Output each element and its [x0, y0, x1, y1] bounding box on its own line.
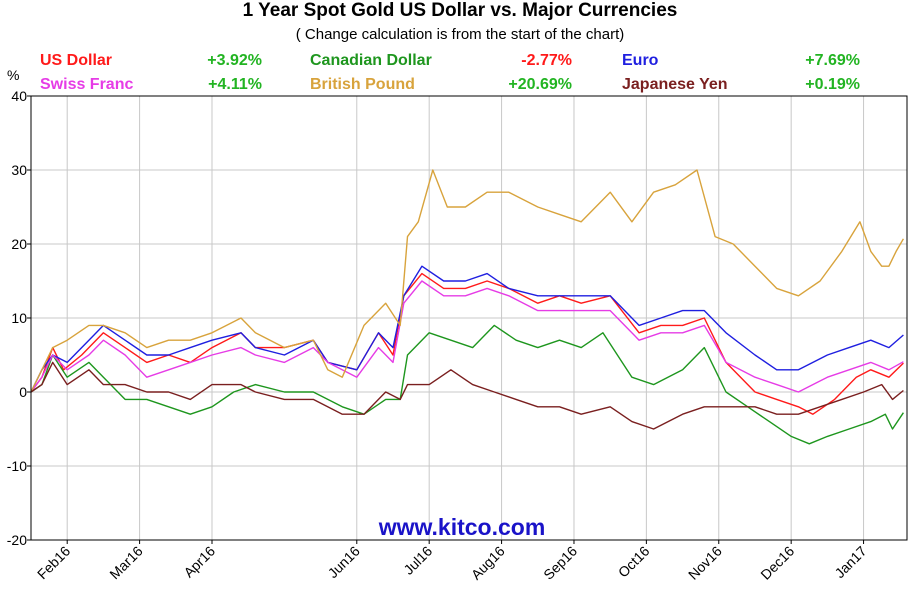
x-tick-label: Apr16	[180, 543, 218, 581]
plot-frame	[30, 95, 908, 541]
legend-name-british-pound: British Pound	[310, 76, 415, 93]
legend-change-euro: +7.69%	[805, 52, 860, 69]
chart-subtitle: ( Change calculation is from the start o…	[296, 26, 624, 43]
x-axis-ticks: Feb16 Mar16 Apr16 Jun16 Jul16 Aug16 Sep16 Oct16…	[34, 540, 870, 583]
legend: US Dollar +3.92% Canadian Dollar -2.77% Euro…	[40, 52, 860, 93]
watermark: www.kitco.com	[378, 514, 546, 540]
x-tick-label: Mar16	[106, 543, 146, 583]
x-tick-label: Jan17	[831, 543, 869, 581]
legend-change-canadian-dollar: -2.77%	[521, 52, 572, 69]
legend-name-canadian-dollar: Canadian Dollar	[310, 52, 432, 69]
series-line-japanese-yen	[30, 361, 904, 430]
series-lines	[30, 169, 905, 445]
y-tick-label: -10	[7, 458, 27, 474]
series-line-us-dollar	[30, 272, 904, 415]
series-line-canadian-dollar	[30, 324, 904, 445]
legend-name-swiss-franc: Swiss Franc	[40, 76, 133, 93]
y-tick-label: -20	[7, 532, 27, 548]
x-tick-label: Nov16	[685, 543, 725, 583]
x-tick-label: Dec16	[757, 543, 797, 583]
chart-title: 1 Year Spot Gold US Dollar vs. Major Cur…	[243, 0, 678, 21]
x-tick-label: Jun16	[325, 543, 363, 581]
legend-change-swiss-franc: +4.11%	[208, 76, 262, 93]
series-line-british-pound	[30, 169, 905, 393]
x-tick-label: Feb16	[34, 543, 74, 583]
legend-name-euro: Euro	[622, 52, 659, 69]
legend-name-us-dollar: US Dollar	[40, 52, 112, 69]
y-tick-label: 10	[11, 310, 27, 326]
x-tick-label: Sep16	[540, 543, 580, 583]
x-tick-label: Oct16	[615, 543, 653, 581]
y-tick-label: 0	[19, 384, 27, 400]
x-tick-label: Aug16	[468, 543, 508, 583]
y-axis-unit-label: %	[7, 67, 19, 83]
grid	[31, 95, 907, 541]
legend-change-japanese-yen: +0.19%	[805, 76, 860, 93]
legend-name-japanese-yen: Japanese Yen	[622, 76, 728, 93]
y-axis-ticks: 40 30 20 10 0 -10 -20	[7, 88, 31, 548]
x-tick-label: Jul16	[400, 543, 435, 578]
legend-change-us-dollar: +3.92%	[207, 52, 262, 69]
series-line-euro	[30, 265, 904, 393]
y-tick-label: 40	[11, 88, 27, 104]
y-tick-label: 20	[11, 236, 27, 252]
legend-change-british-pound: +20.69%	[508, 76, 572, 93]
series-line-swiss-franc	[30, 280, 904, 393]
y-tick-label: 30	[11, 162, 27, 178]
